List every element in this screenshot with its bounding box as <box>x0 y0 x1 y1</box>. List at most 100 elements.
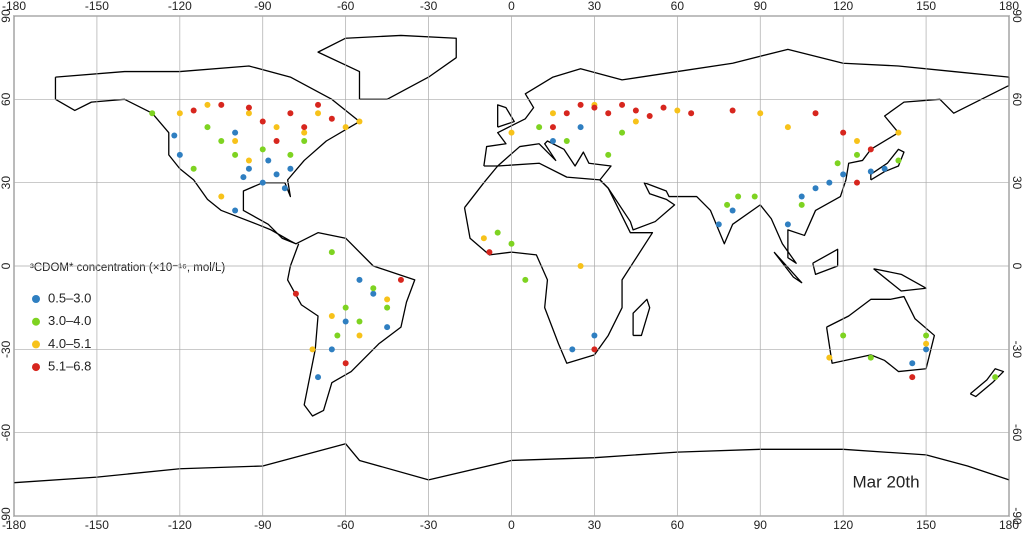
site-point <box>384 296 391 303</box>
site-point <box>632 107 639 114</box>
x-tick-label: 60 <box>671 518 685 532</box>
site-point <box>729 107 736 114</box>
site-point <box>798 193 805 200</box>
legend-label: 4.0–5.1 <box>48 336 91 351</box>
site-point <box>315 374 322 381</box>
legend-label: 0.5–3.0 <box>48 290 91 305</box>
site-point <box>577 124 584 131</box>
site-point <box>287 165 294 172</box>
coastline <box>812 248 839 275</box>
site-point <box>522 276 529 283</box>
site-point <box>480 235 487 242</box>
site-point <box>536 124 543 131</box>
legend-marker <box>32 317 40 326</box>
site-point <box>591 332 598 339</box>
site-point <box>619 129 626 136</box>
x-tick-label: 150 <box>916 518 936 532</box>
coastline <box>317 34 457 100</box>
site-point <box>992 374 999 381</box>
site-point <box>328 115 335 122</box>
site-point <box>757 110 764 117</box>
site-point <box>563 138 570 144</box>
coastline <box>632 298 651 337</box>
x-tick-label: -120 <box>168 0 192 13</box>
site-point <box>619 101 626 108</box>
y-tick-label: -30 <box>1010 341 1024 359</box>
site-point <box>232 151 239 158</box>
site-point <box>287 151 294 158</box>
site-point <box>840 129 847 136</box>
site-point <box>715 221 722 228</box>
site-point <box>176 110 183 117</box>
site-point <box>328 346 335 353</box>
site-point <box>328 249 335 256</box>
site-point <box>494 229 501 236</box>
coastline <box>483 48 1010 264</box>
site-point <box>826 179 833 186</box>
site-point <box>881 165 888 172</box>
x-tick-label: -60 <box>337 0 355 13</box>
y-tick-label: -90 <box>0 507 13 525</box>
site-point <box>826 354 833 361</box>
x-tick-label: -90 <box>254 518 272 532</box>
site-point <box>605 110 612 117</box>
y-tick-label: 60 <box>0 92 13 106</box>
site-point <box>660 104 667 111</box>
site-point <box>245 110 252 117</box>
site-point <box>259 179 266 186</box>
site-point <box>751 193 758 200</box>
site-point <box>232 138 239 144</box>
site-point <box>356 332 363 339</box>
site-point <box>812 110 819 117</box>
site-point <box>259 146 266 153</box>
x-tick-label: -180 <box>2 0 26 13</box>
site-point <box>265 157 272 164</box>
y-tick-label: -60 <box>0 424 13 442</box>
site-point <box>171 132 178 139</box>
legend-title: ³CDOM* concentration (×10⁻¹⁶, mol/L) <box>30 262 225 274</box>
x-tick-label: 180 <box>999 0 1019 13</box>
x-tick-label: 30 <box>588 518 602 532</box>
site-point <box>218 193 225 200</box>
site-point <box>549 110 556 117</box>
coastline <box>870 148 905 181</box>
site-point <box>384 304 391 311</box>
site-point <box>342 360 349 367</box>
x-tick-label: 0 <box>508 518 515 532</box>
x-tick-label: -30 <box>420 518 438 532</box>
site-point <box>342 318 349 325</box>
coastline <box>463 162 654 364</box>
x-tick-label: 120 <box>833 518 853 532</box>
site-point <box>273 138 280 144</box>
y-tick-label: 60 <box>1010 93 1024 107</box>
y-tick-label: -60 <box>1010 424 1024 442</box>
site-point <box>301 138 308 144</box>
site-point <box>356 318 363 325</box>
site-point <box>218 138 225 144</box>
site-point <box>292 290 299 297</box>
site-point <box>245 165 252 172</box>
site-point <box>245 157 252 164</box>
x-tick-label: -90 <box>254 0 272 13</box>
site-point <box>632 118 639 125</box>
x-tick-label: -120 <box>168 518 192 532</box>
x-tick-label: 150 <box>916 0 936 13</box>
site-point <box>923 340 930 347</box>
site-point <box>508 240 515 247</box>
x-tick-label: 90 <box>754 518 768 532</box>
x-tick-label: -180 <box>2 518 26 532</box>
site-point <box>840 171 847 178</box>
site-point <box>384 324 391 331</box>
x-tick-label: 120 <box>833 0 853 13</box>
site-point <box>549 138 556 144</box>
site-point <box>273 171 280 178</box>
site-point <box>301 124 308 131</box>
site-point <box>895 157 902 164</box>
y-tick-label: 0 <box>0 262 13 269</box>
site-point <box>909 360 916 367</box>
x-tick-label: -30 <box>420 0 438 13</box>
site-point <box>240 174 247 181</box>
site-point <box>798 201 805 208</box>
x-tick-label: -150 <box>85 518 109 532</box>
